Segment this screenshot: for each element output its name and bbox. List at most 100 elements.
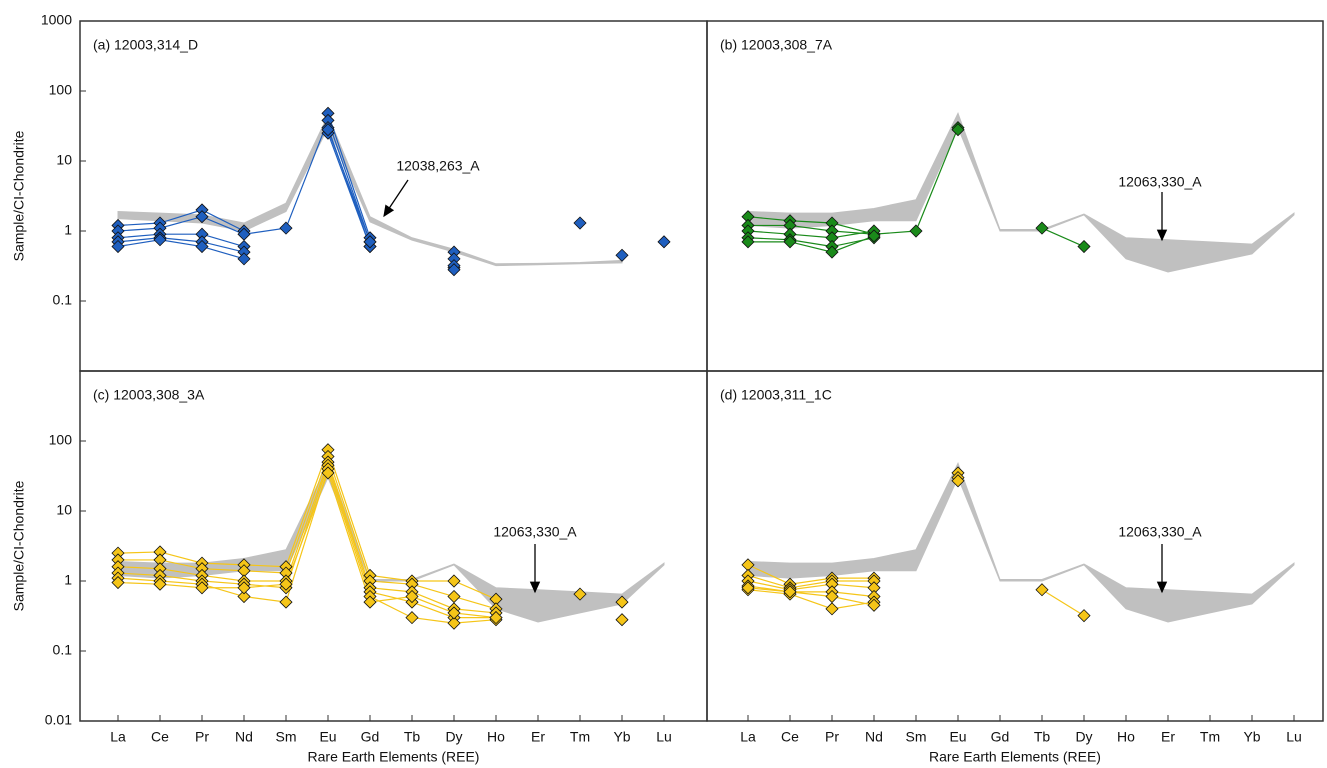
data-point	[153, 233, 167, 247]
data-point	[1077, 239, 1091, 254]
data-point	[195, 581, 209, 595]
panel-frame	[706, 20, 1324, 372]
data-point	[951, 123, 965, 137]
y-tick-label: 0.01	[45, 712, 72, 728]
y-axis-label: Sample/CI-Chondrite	[11, 130, 27, 261]
data-point	[111, 575, 125, 590]
data-point	[237, 252, 251, 266]
x-tick-label: Lu	[1286, 729, 1302, 745]
x-tick-label: Er	[531, 729, 545, 745]
data-point	[363, 595, 377, 609]
data-point	[489, 611, 503, 625]
y-tick-label: 100	[49, 432, 73, 448]
series-line	[117, 463, 496, 619]
x-tick-label: Nd	[865, 729, 883, 745]
data-point	[657, 235, 671, 249]
reference-band	[117, 462, 665, 623]
x-tick-label: Ho	[1117, 729, 1135, 745]
series-line	[747, 587, 875, 606]
reference-band	[747, 112, 1295, 273]
series-line	[118, 133, 454, 265]
y-tick-label: 0.1	[53, 292, 73, 308]
series-line	[118, 128, 454, 268]
data-point	[237, 581, 251, 595]
x-tick-label: Tm	[1200, 729, 1220, 745]
x-tick-label: La	[740, 729, 756, 745]
series-line	[118, 130, 454, 270]
x-axis-label: Rare Earth Elements (REE)	[929, 749, 1101, 765]
x-tick-label: Yb	[613, 729, 630, 745]
data-point	[1035, 221, 1049, 235]
series-line	[748, 224, 875, 235]
panel-title: (a) 12003,314_D	[93, 37, 198, 53]
data-point	[741, 235, 755, 249]
x-tick-label: Eu	[949, 729, 966, 745]
x-axis-label: Rare Earth Elements (REE)	[308, 749, 480, 765]
series-line	[747, 564, 1085, 617]
data-point	[447, 263, 461, 277]
data-point	[405, 589, 419, 604]
panel-frame	[79, 370, 708, 722]
series-line	[747, 237, 875, 248]
x-tick-label: Gd	[361, 729, 380, 745]
data-point	[405, 611, 419, 625]
x-tick-label: Tb	[1034, 729, 1051, 745]
data-point	[825, 589, 839, 604]
data-point	[825, 245, 839, 259]
x-tick-label: Dy	[445, 729, 462, 745]
x-tick-label: Sm	[906, 729, 927, 745]
x-tick-label: Sm	[276, 729, 297, 745]
data-point	[321, 123, 335, 137]
data-point	[111, 239, 125, 254]
y-tick-label: 100	[49, 82, 73, 98]
data-point	[783, 235, 797, 249]
y-tick-label: 1000	[41, 12, 72, 28]
x-tick-label: Ce	[781, 729, 799, 745]
series-line	[747, 589, 875, 610]
data-point	[615, 248, 629, 262]
series-line	[117, 471, 497, 619]
data-point	[783, 585, 797, 599]
data-point	[1077, 609, 1091, 623]
data-point	[447, 574, 461, 588]
data-point	[321, 466, 335, 480]
x-tick-label: Tb	[404, 729, 421, 745]
panel-title: (d) 12003,311_1C	[720, 387, 832, 403]
panel-frame	[79, 20, 708, 372]
y-tick-label: 10	[56, 502, 72, 518]
data-point	[153, 577, 167, 591]
data-point	[867, 598, 881, 612]
panel-frame	[706, 370, 1324, 722]
data-point	[195, 210, 209, 224]
data-point	[195, 239, 209, 254]
x-tick-label: La	[110, 729, 126, 745]
data-point	[1035, 583, 1049, 597]
data-point	[447, 616, 461, 630]
data-point	[447, 589, 461, 604]
y-tick-label: 10	[56, 152, 72, 168]
data-point	[573, 587, 587, 601]
x-tick-label: Gd	[991, 729, 1010, 745]
annotation: 12063,330_A	[1118, 174, 1202, 190]
data-point	[279, 577, 293, 591]
data-point	[279, 221, 293, 235]
x-tick-label: Er	[1161, 729, 1175, 745]
x-tick-label: Pr	[195, 729, 209, 745]
data-point	[447, 606, 461, 620]
panel-title: (c) 12003,308_3A	[93, 387, 205, 403]
x-tick-label: Ho	[487, 729, 505, 745]
series-line	[747, 127, 1085, 248]
y-tick-label: 1	[64, 222, 72, 238]
data-point	[615, 613, 629, 627]
data-point	[363, 235, 377, 249]
y-tick-label: 0.1	[53, 642, 73, 658]
series-line	[747, 585, 875, 598]
panel-title: (b) 12003,308_7A	[720, 37, 833, 53]
annotation: 12063,330_A	[493, 524, 577, 540]
data-point	[741, 581, 755, 595]
x-tick-label: Lu	[656, 729, 672, 745]
data-point	[615, 595, 629, 609]
annotation-arrow	[383, 179, 409, 218]
data-point	[867, 229, 881, 243]
